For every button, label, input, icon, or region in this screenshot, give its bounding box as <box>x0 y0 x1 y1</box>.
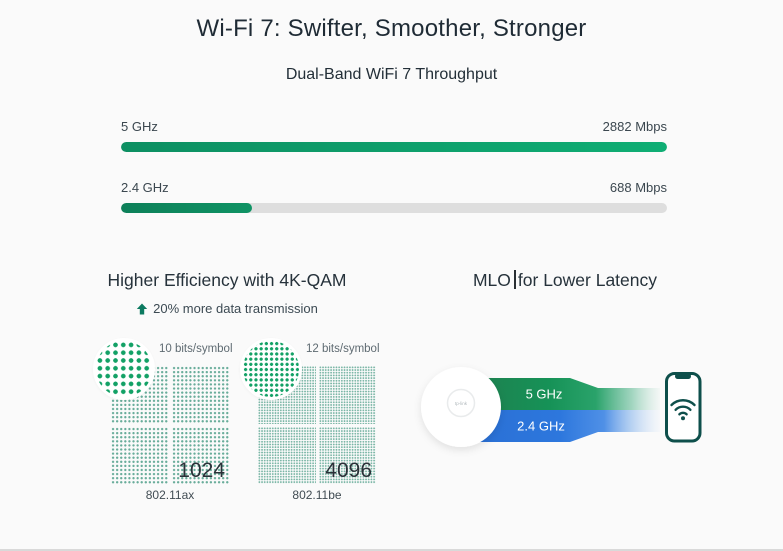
device-logo: tp-link <box>455 401 468 406</box>
mlo-heading-part1: MLO <box>472 270 511 290</box>
gain-note-text: 20% more data transmission <box>153 301 318 316</box>
bits-per-symbol-label: 12 bits/symbol <box>306 343 380 355</box>
qam-section: Higher Efficiency with 4K-QAM 20% more d… <box>82 270 380 502</box>
band-label-24ghz: 2.4 GHz <box>517 419 565 434</box>
page-title: Wi-Fi 7: Swifter, Smoother, Stronger <box>196 15 587 42</box>
band-label-5ghz: 5 GHz <box>526 387 563 402</box>
progress-track-24ghz <box>121 203 667 213</box>
mlo-heading-part2: for Lower Latency <box>517 270 658 290</box>
band-label-24ghz: 2.4 GHz <box>121 180 169 195</box>
band-24ghz-stream <box>460 410 660 442</box>
bits-per-symbol-label: 10 bits/symbol <box>159 343 233 355</box>
progress-fill-24ghz <box>121 203 253 213</box>
constellation-count-1024: 1024 <box>178 459 225 482</box>
constellation-count-wrap: 4096 <box>258 366 376 484</box>
constellation-count-wrap: 1024 <box>111 366 229 484</box>
constellation-quadrant <box>318 366 376 424</box>
mlo-heading: MLO for Lower Latency <box>410 270 720 291</box>
standard-label-80211ax: 802.11ax <box>145 488 195 502</box>
mlo-diagram: 5 GHz 2.4 GHz tp-link <box>421 367 702 447</box>
phone-notch <box>675 373 691 379</box>
wifi-icon <box>670 399 696 421</box>
gain-note: 20% more data transmission <box>82 301 372 316</box>
constellation-quadrant <box>318 426 376 484</box>
qam-heading: Higher Efficiency with 4K-QAM <box>107 270 347 290</box>
constellation-quadrant <box>171 366 229 424</box>
progress-track-5ghz <box>121 142 667 152</box>
throughput-bar-row-24ghz: 2.4 GHz 688 Mbps <box>121 180 667 213</box>
constellation-grid-1024 <box>111 366 229 484</box>
value-label-24ghz: 688 Mbps <box>609 180 667 195</box>
throughput-bar-row-5ghz: 5 GHz 2882 Mbps <box>121 119 667 152</box>
constellation-quadrant <box>111 426 169 484</box>
progress-fill-5ghz <box>121 142 667 152</box>
band-label-5ghz: 5 GHz <box>121 119 158 134</box>
constellation-quadrant <box>258 426 316 484</box>
qam-figure-1024: 1024 10 bits/symbol 802.11ax <box>93 336 239 506</box>
qam-figure-4096: 4096 12 bits/symbol 802.11be <box>240 336 386 506</box>
text-cursor <box>513 270 516 289</box>
page-subtitle: Dual-Band WiFi 7 Throughput <box>285 66 498 83</box>
constellation-count-4096: 4096 <box>325 459 372 482</box>
magnifier-circle-icon <box>240 338 302 400</box>
phone-icon <box>665 372 702 443</box>
throughput-chart: 5 GHz 2882 Mbps 2.4 GHz 688 Mbps <box>121 119 667 213</box>
band-5ghz-stream <box>460 378 660 410</box>
access-point-device: tp-link <box>421 367 501 447</box>
standard-label-80211be: 802.11be <box>292 488 342 502</box>
mlo-section: MLO for Lower Latency <box>410 270 720 447</box>
value-label-5ghz: 2882 Mbps <box>602 119 667 134</box>
magnifier-circle-icon <box>93 338 155 400</box>
constellation-quadrant <box>171 426 229 484</box>
arrow-up-icon <box>136 303 148 315</box>
